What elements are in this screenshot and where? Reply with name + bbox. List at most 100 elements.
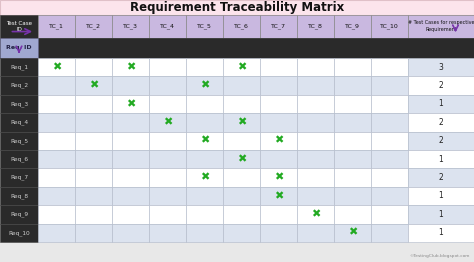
Bar — [223, 77, 260, 95]
Bar — [297, 187, 334, 205]
Bar — [260, 187, 297, 205]
Text: 2: 2 — [438, 173, 443, 182]
Bar — [408, 15, 474, 38]
Bar — [186, 15, 223, 38]
Bar — [149, 132, 186, 150]
Bar — [223, 223, 260, 242]
Text: Requirement Traceability Matrix: Requirement Traceability Matrix — [130, 1, 344, 14]
Bar — [297, 58, 334, 77]
Bar — [149, 168, 186, 187]
Bar — [371, 132, 408, 150]
Text: ✖: ✖ — [200, 173, 209, 183]
Bar — [223, 132, 260, 150]
Bar — [334, 15, 371, 38]
Bar — [75, 95, 112, 113]
Text: ✖: ✖ — [237, 117, 246, 127]
Bar — [149, 15, 186, 38]
Bar — [408, 205, 474, 223]
Bar — [112, 168, 149, 187]
Bar — [38, 95, 75, 113]
Bar — [186, 77, 223, 95]
Bar — [223, 168, 260, 187]
Bar — [371, 205, 408, 223]
Bar — [112, 58, 149, 77]
Bar — [297, 205, 334, 223]
Text: 1: 1 — [438, 210, 443, 219]
Bar — [38, 168, 75, 187]
Bar — [38, 187, 75, 205]
Bar — [0, 132, 38, 150]
Bar — [75, 168, 112, 187]
Bar — [260, 168, 297, 187]
Bar — [149, 223, 186, 242]
Bar — [0, 113, 38, 132]
Bar — [260, 205, 297, 223]
Text: TC_3: TC_3 — [123, 24, 138, 29]
Bar — [75, 113, 112, 132]
Bar — [75, 150, 112, 168]
Text: ✖: ✖ — [274, 136, 283, 146]
Bar — [75, 223, 112, 242]
Text: TC_2: TC_2 — [86, 24, 101, 29]
Text: Req_7: Req_7 — [10, 175, 28, 181]
Bar — [297, 223, 334, 242]
Text: # Test Cases for respective: # Test Cases for respective — [408, 20, 474, 25]
Bar — [371, 150, 408, 168]
Text: TC_1: TC_1 — [49, 24, 64, 29]
Bar — [223, 187, 260, 205]
Text: TC_5: TC_5 — [197, 24, 212, 29]
Bar — [112, 132, 149, 150]
Bar — [38, 150, 75, 168]
Bar — [408, 77, 474, 95]
Text: TC_6: TC_6 — [234, 24, 249, 29]
Bar — [260, 113, 297, 132]
Text: ✖: ✖ — [163, 117, 172, 127]
Bar — [408, 187, 474, 205]
Bar — [149, 205, 186, 223]
Bar — [186, 223, 223, 242]
Bar — [186, 205, 223, 223]
Text: Req_1: Req_1 — [10, 64, 28, 70]
Text: 2: 2 — [438, 118, 443, 127]
Bar — [0, 95, 38, 113]
Bar — [38, 58, 75, 77]
Bar — [149, 150, 186, 168]
Text: 2: 2 — [438, 136, 443, 145]
Bar — [0, 15, 38, 38]
Bar — [149, 95, 186, 113]
Text: Req_9: Req_9 — [10, 211, 28, 217]
Bar — [112, 187, 149, 205]
Bar — [0, 168, 38, 187]
Text: ✖: ✖ — [89, 81, 98, 91]
Bar — [0, 0, 474, 15]
Text: Req_2: Req_2 — [10, 83, 28, 89]
Bar — [334, 150, 371, 168]
Text: ✖: ✖ — [52, 62, 61, 72]
Text: ✖: ✖ — [237, 62, 246, 72]
Bar — [334, 168, 371, 187]
Bar — [38, 77, 75, 95]
Bar — [297, 168, 334, 187]
Bar — [112, 113, 149, 132]
Bar — [0, 77, 38, 95]
Bar — [75, 132, 112, 150]
Bar — [149, 113, 186, 132]
Text: Req_3: Req_3 — [10, 101, 28, 107]
Bar — [0, 187, 38, 205]
Bar — [371, 187, 408, 205]
Bar — [38, 15, 75, 38]
Bar — [75, 58, 112, 77]
Text: Req_6: Req_6 — [10, 156, 28, 162]
Bar — [223, 15, 260, 38]
Text: ✖: ✖ — [311, 209, 320, 219]
Bar — [260, 77, 297, 95]
Bar — [260, 95, 297, 113]
Text: Req_4: Req_4 — [10, 119, 28, 125]
Bar — [297, 15, 334, 38]
Text: TC_8: TC_8 — [308, 24, 323, 29]
Bar — [38, 132, 75, 150]
Bar — [0, 150, 38, 168]
Text: 1: 1 — [438, 155, 443, 164]
Bar — [334, 205, 371, 223]
Bar — [297, 150, 334, 168]
